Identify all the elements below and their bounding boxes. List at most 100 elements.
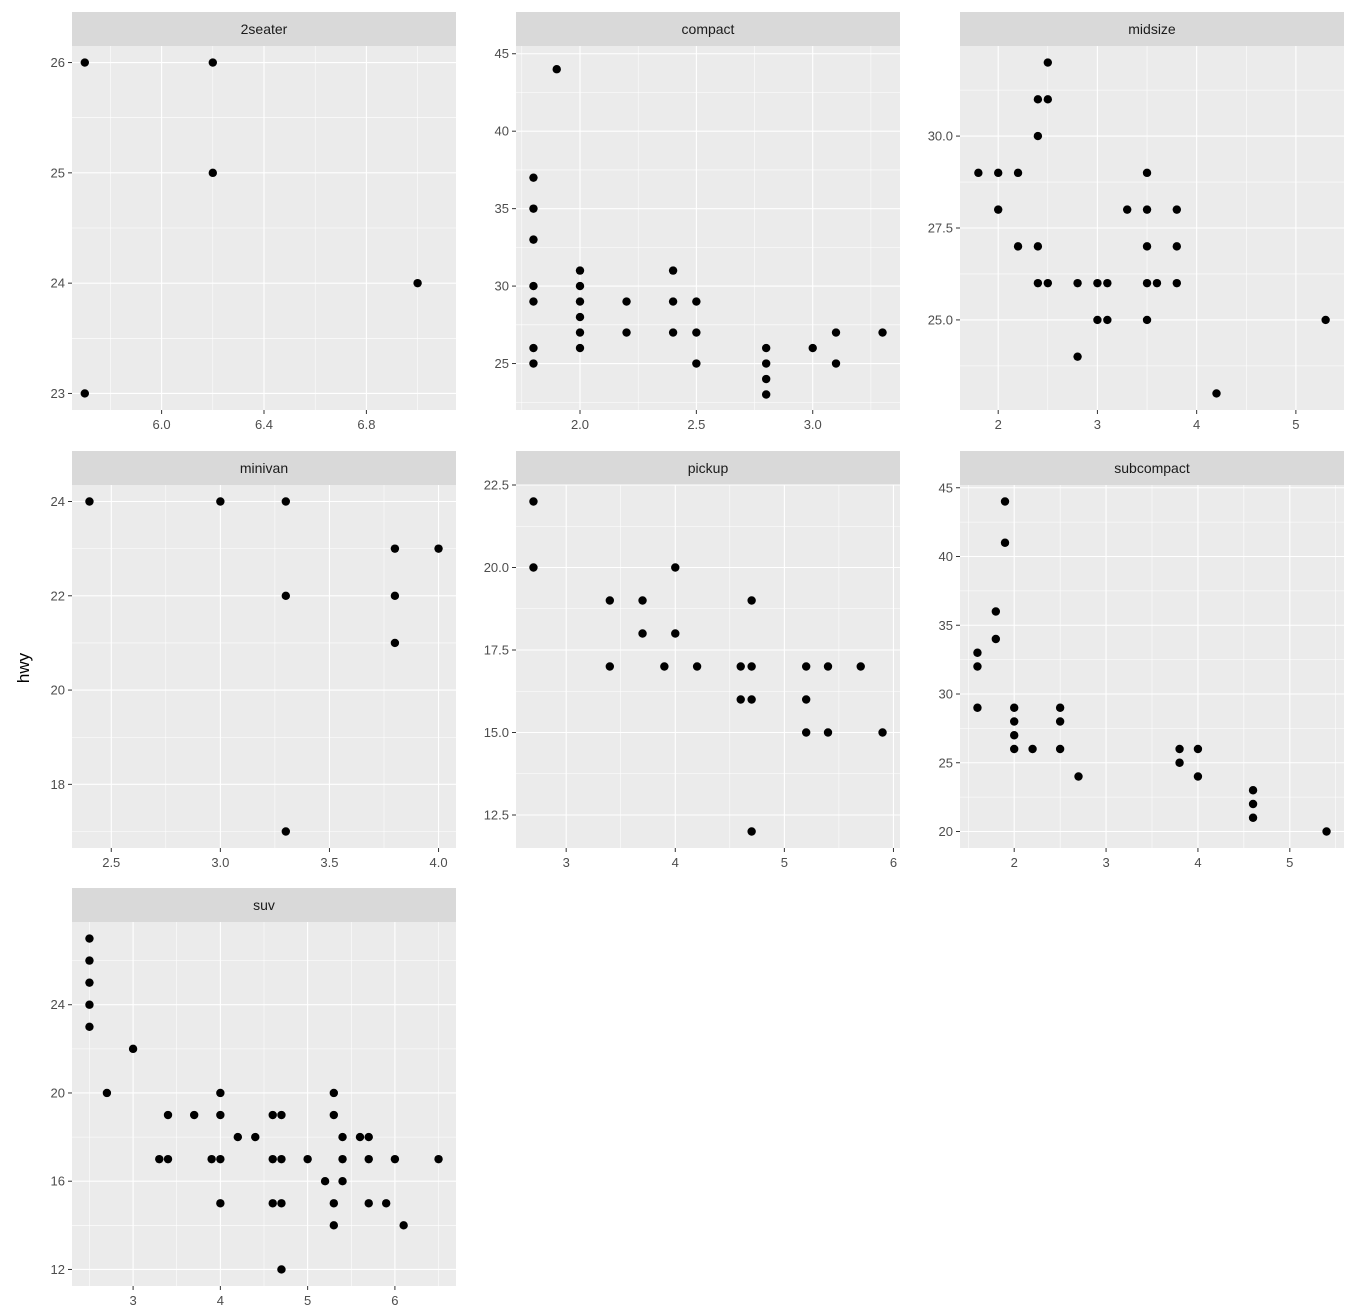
x-tick-label: 4 [1193, 417, 1200, 432]
data-point [1033, 131, 1043, 141]
data-point [216, 1088, 225, 1098]
x-tick-label: 6.4 [255, 417, 273, 432]
strip-label-2seater: 2seater [241, 21, 288, 37]
data-point [1248, 786, 1258, 795]
data-point [277, 1110, 286, 1120]
data-point [1212, 389, 1221, 398]
data-point [1142, 242, 1152, 251]
data-point [338, 1154, 347, 1164]
y-tick-label: 17.5 [484, 643, 509, 658]
data-point [102, 1088, 112, 1098]
y-tick-label: 12.5 [484, 808, 509, 823]
data-point [529, 497, 538, 506]
x-tick-label: 2.5 [687, 417, 705, 432]
strip-midsize [960, 12, 1344, 46]
data-point [660, 662, 669, 671]
strip-suv [72, 888, 456, 922]
data-point [831, 359, 841, 368]
data-point [208, 58, 217, 67]
x-tick-label: 3.0 [211, 855, 229, 870]
data-point [692, 328, 701, 337]
data-point [878, 728, 887, 737]
data-point [281, 591, 291, 600]
data-point [268, 1110, 277, 1120]
data-point [364, 1199, 373, 1208]
data-point [85, 497, 94, 506]
data-point [1073, 352, 1082, 361]
data-point [355, 1132, 365, 1142]
data-point [575, 281, 585, 291]
strip-label-subcompact: subcompact [1114, 460, 1190, 476]
data-point [529, 281, 538, 291]
data-point [1093, 315, 1102, 325]
y-tick-label: 27.5 [928, 221, 953, 236]
data-point [575, 266, 585, 275]
data-point [207, 1154, 216, 1164]
strip-minivan [72, 451, 456, 485]
panel-bg-compact [516, 46, 900, 410]
x-tick-label: 6 [890, 855, 897, 870]
data-point [529, 359, 538, 368]
data-point [1175, 744, 1184, 754]
data-point [163, 1110, 173, 1120]
x-tick-label: 2 [995, 417, 1002, 432]
data-point [1321, 315, 1330, 325]
data-point [1073, 278, 1082, 288]
data-point [529, 173, 538, 182]
y-tick-label: 25 [495, 356, 509, 371]
data-point [1093, 278, 1102, 288]
data-point [808, 343, 817, 353]
data-point [801, 695, 811, 704]
data-point [1248, 799, 1258, 809]
data-point [761, 359, 771, 368]
facet-pickup: pickup 3 4 5 6 12.5 15.0 17.5 20.0 22.5 [484, 451, 900, 870]
x-tick-label: 3.0 [804, 417, 822, 432]
y-tick-label: 22.5 [484, 478, 509, 493]
data-point [801, 662, 811, 671]
data-point [668, 328, 678, 337]
data-point [1172, 242, 1182, 251]
facet-minivan: minivan 2.5 3.0 3.5 4.0 18 20 22 24 [51, 451, 456, 870]
data-point [216, 1199, 225, 1208]
data-point [329, 1088, 339, 1098]
data-point [736, 695, 745, 704]
data-point [1010, 717, 1019, 726]
facet-suv: suv 3 4 5 6 12 16 20 24 [51, 888, 456, 1308]
data-point [364, 1154, 373, 1164]
y-tick-label: 30 [939, 687, 953, 702]
strip-compact [516, 12, 900, 46]
x-tick-label: 4.0 [430, 855, 448, 870]
x-tick-label: 5 [781, 855, 788, 870]
data-point [974, 168, 983, 178]
data-point [216, 1154, 225, 1164]
strip-label-midsize: midsize [1128, 21, 1176, 37]
y-tick-label: 45 [939, 480, 953, 495]
y-tick-label: 30.0 [928, 129, 953, 144]
y-tick-label: 35 [939, 618, 953, 633]
data-point [434, 1154, 443, 1164]
data-point [529, 343, 538, 353]
y-tick-label: 40 [939, 549, 953, 564]
data-point [1172, 278, 1182, 288]
data-point [434, 544, 443, 553]
data-point [277, 1154, 286, 1164]
y-axis-title: hwy [14, 652, 33, 683]
data-point [575, 328, 585, 337]
y-tick-label: 20 [939, 824, 953, 839]
x-tick-label: 2 [1011, 855, 1018, 870]
x-tick-label: 3 [129, 1293, 136, 1308]
data-point [529, 235, 538, 244]
x-tick-label: 4 [672, 855, 679, 870]
data-point [638, 596, 647, 605]
y-tick-label: 26 [51, 55, 65, 70]
y-tick-label: 25 [939, 755, 953, 770]
data-point [1193, 744, 1203, 754]
data-point [399, 1221, 408, 1230]
facet-midsize: midsize 2 3 4 5 25.0 27.5 30.0 [928, 12, 1344, 432]
data-point [85, 1000, 94, 1009]
data-point [281, 827, 291, 836]
data-point [991, 634, 1001, 644]
data-point [761, 390, 771, 399]
data-point [747, 596, 756, 605]
data-point [268, 1199, 277, 1208]
